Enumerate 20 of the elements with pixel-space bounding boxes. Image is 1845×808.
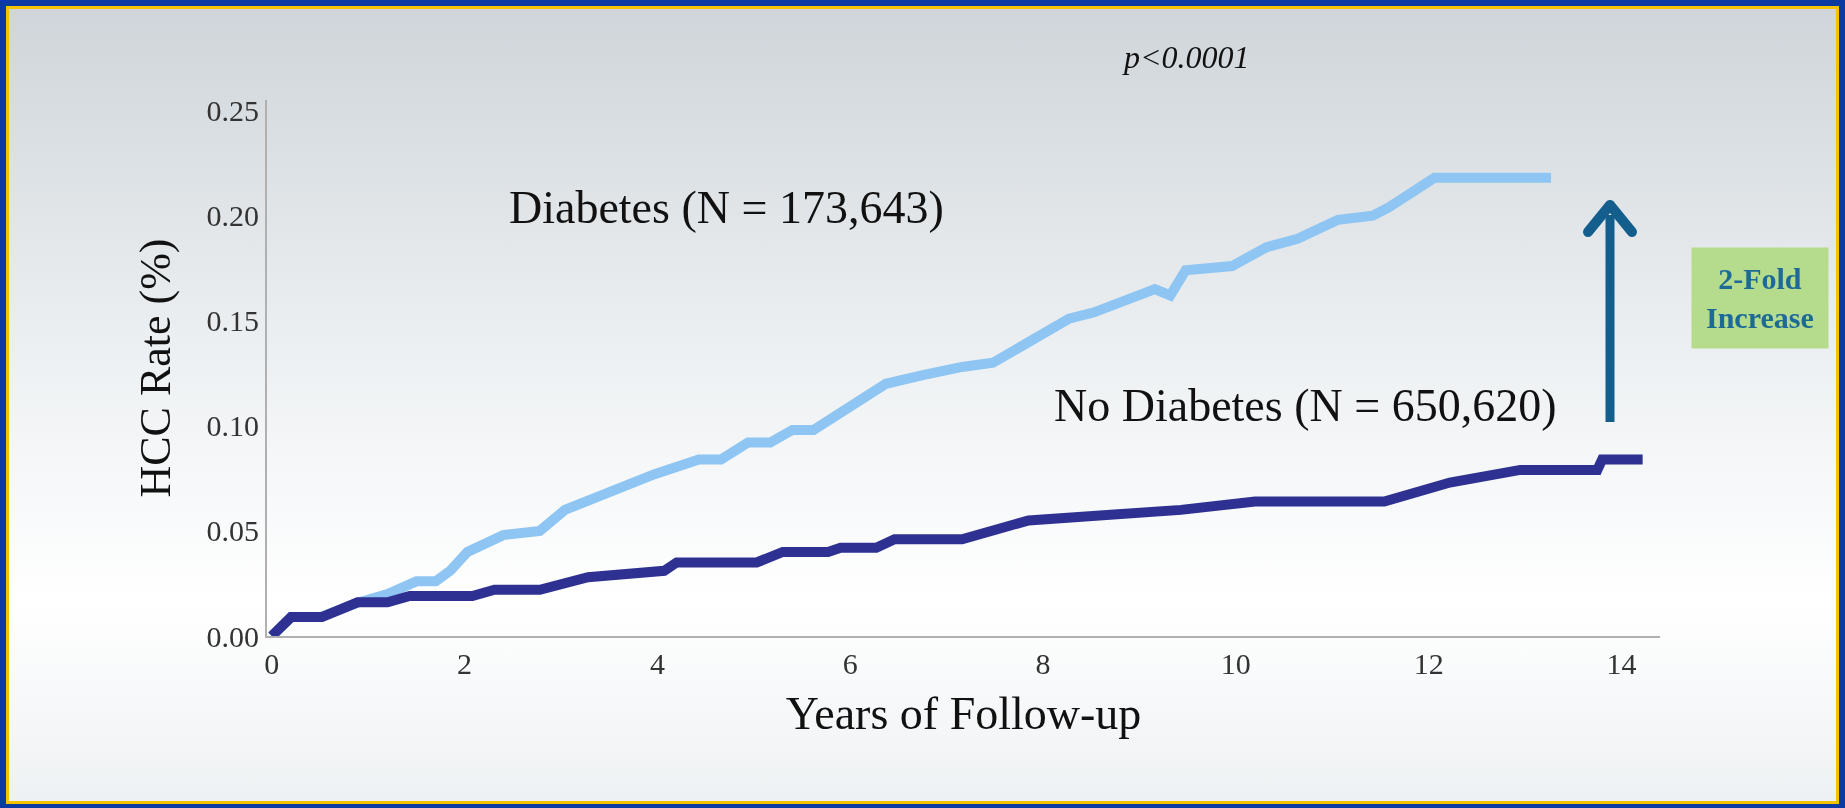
- y-tick-label: 0.05: [206, 514, 259, 548]
- x-tick-label: 14: [1606, 647, 1637, 680]
- y-tick-label: 0.25: [206, 94, 259, 128]
- text: p<0.0001: [1122, 39, 1250, 75]
- y-tick-label: 0.20: [206, 199, 259, 233]
- y-axis-title: HCC Rate (%): [131, 238, 181, 498]
- x-tick-label: 2: [457, 647, 473, 680]
- x-tick-label: 6: [842, 647, 858, 680]
- x-tick-label: 10: [1220, 647, 1251, 680]
- x-tick-label: 4: [649, 647, 665, 680]
- y-tick-label: 0.10: [206, 409, 259, 443]
- y-tick-label: 0.00: [206, 619, 259, 653]
- series-label: No Diabetes (N = 650,620): [1054, 380, 1557, 431]
- text: Diabetes (N = 173,643): [509, 182, 944, 233]
- y-tick-label: 0.15: [206, 304, 259, 338]
- text: 2-Fold Increase: [1706, 262, 1814, 334]
- x-axis-title: Years of Follow-up: [785, 688, 1142, 740]
- x-tick-label: 12: [1413, 647, 1444, 680]
- x-tick-label: 8: [1035, 647, 1051, 680]
- x-tick-label: 0: [264, 647, 280, 680]
